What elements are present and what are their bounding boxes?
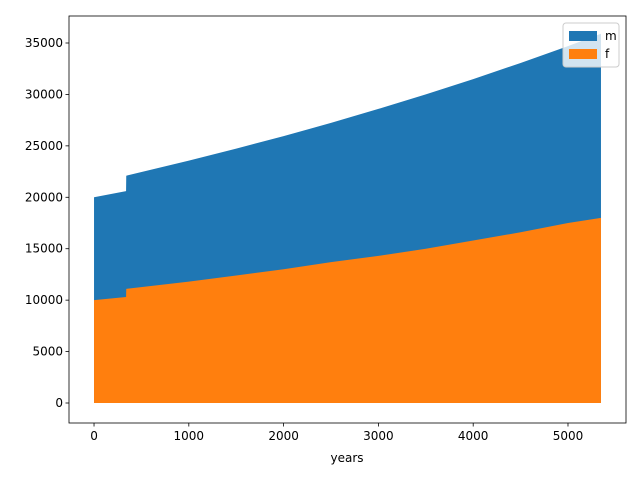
x-tick-label: 0 [90,429,98,443]
y-tick-label: 25000 [25,139,63,153]
x-axis-label: years [330,451,363,465]
x-tick-label: 2000 [268,429,299,443]
y-tick-label: 35000 [25,36,63,50]
x-tick-label: 1000 [174,429,205,443]
y-tick-label: 15000 [25,242,63,256]
area [94,217,601,404]
legend-label: f [605,47,610,61]
y-tick-label: 5000 [32,345,63,359]
legend-label: m [605,29,617,43]
y-tick-label: 0 [55,396,63,410]
x-tick-label: 4000 [458,429,489,443]
plot-frame [68,15,627,424]
y-tick-label: 30000 [25,87,63,101]
legend-swatch [569,49,597,59]
x-tick-label: 5000 [553,429,584,443]
y-tick-label: 10000 [25,293,63,307]
x-tick-label: 3000 [363,429,394,443]
y-tick-label: 20000 [25,190,63,204]
legend-swatch [569,31,597,41]
